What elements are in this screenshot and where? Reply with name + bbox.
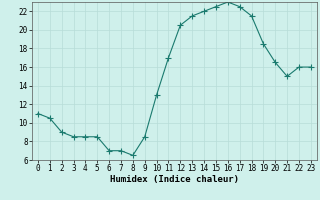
X-axis label: Humidex (Indice chaleur): Humidex (Indice chaleur) (110, 175, 239, 184)
